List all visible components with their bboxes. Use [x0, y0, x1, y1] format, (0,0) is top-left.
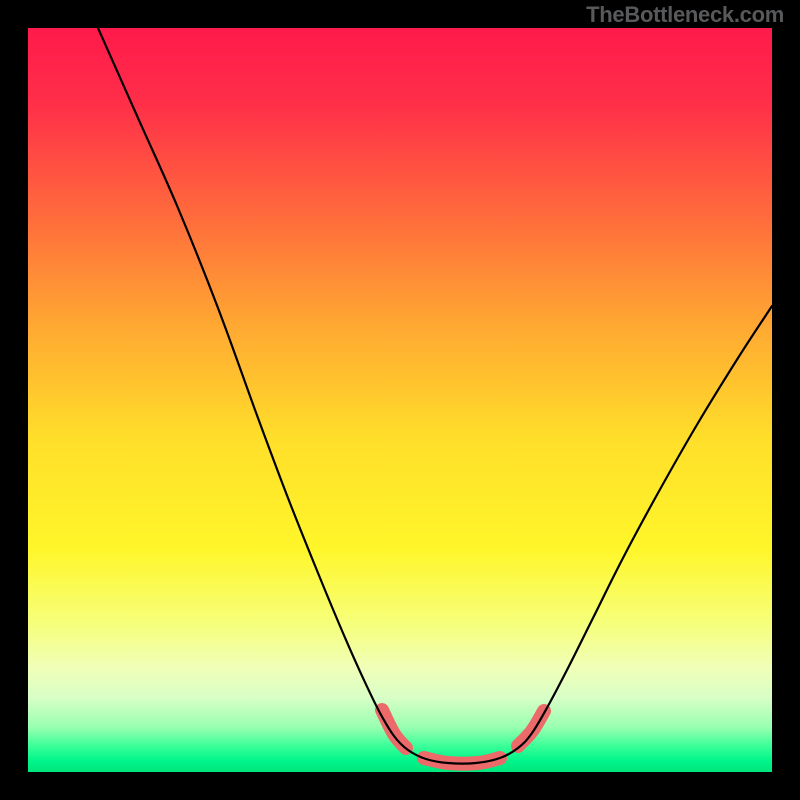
chart-frame: TheBottleneck.com	[0, 0, 800, 800]
watermark-label: TheBottleneck.com	[586, 2, 784, 28]
plot-area	[28, 28, 772, 772]
chart-svg	[28, 28, 772, 772]
gradient-background	[28, 28, 772, 772]
